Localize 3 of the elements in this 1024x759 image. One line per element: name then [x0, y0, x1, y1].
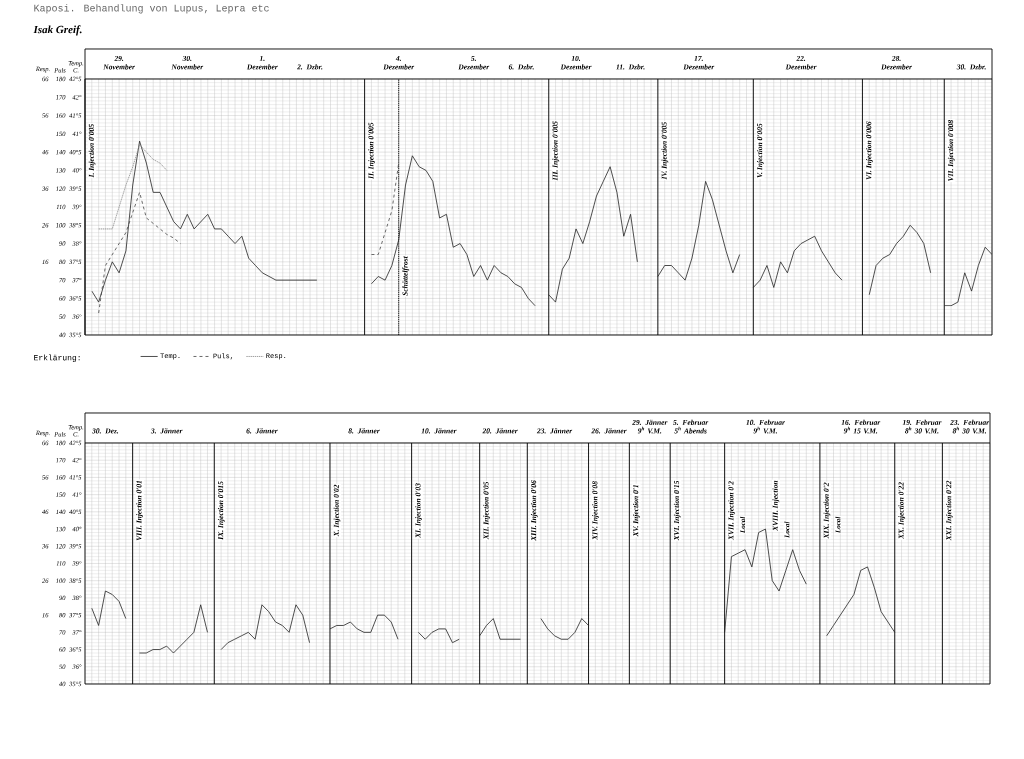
legend-title: Erklärung: — [34, 354, 80, 362]
chart-subtitle: Isak Greif. — [33, 25, 82, 36]
chart-title: Kaposi. Behandlung von Lupus, Lepra etc — [34, 4, 269, 14]
